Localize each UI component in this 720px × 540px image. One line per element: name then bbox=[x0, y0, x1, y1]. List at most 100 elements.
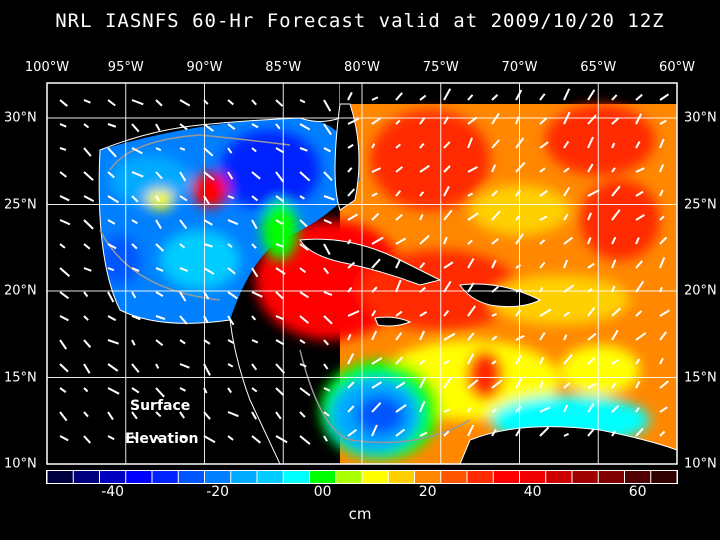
current-arrow bbox=[227, 363, 234, 368]
current-arrow bbox=[59, 147, 67, 151]
current-arrow bbox=[371, 96, 379, 101]
current-arrow bbox=[371, 258, 381, 269]
current-arrow bbox=[131, 363, 140, 373]
current-arrow bbox=[203, 243, 213, 248]
current-arrow bbox=[539, 426, 550, 437]
map-title: NRL IASNFS 60-Hr Forecast valid at 2009/… bbox=[55, 10, 665, 32]
current-arrow bbox=[299, 387, 311, 397]
current-arrow bbox=[659, 406, 669, 413]
current-arrow bbox=[563, 167, 570, 173]
current-arrow bbox=[563, 432, 570, 437]
current-arrow bbox=[251, 147, 257, 153]
current-arrow bbox=[107, 411, 114, 421]
current-arrow bbox=[275, 435, 288, 444]
colorbar bbox=[46, 470, 678, 484]
colorbar-swatch bbox=[310, 471, 336, 483]
current-arrow bbox=[299, 315, 310, 324]
current-arrow bbox=[563, 404, 569, 413]
current-arrow bbox=[203, 363, 211, 376]
current-arrow bbox=[443, 236, 448, 245]
current-arrow bbox=[491, 335, 498, 341]
colorbar-tick-label: 20 bbox=[418, 484, 437, 500]
current-arrow bbox=[395, 119, 401, 125]
current-arrow bbox=[491, 379, 503, 389]
current-arrow bbox=[371, 357, 383, 365]
current-arrow bbox=[299, 411, 306, 418]
current-arrow bbox=[251, 267, 259, 278]
current-arrow bbox=[587, 306, 596, 317]
current-arrow bbox=[491, 360, 497, 365]
current-arrow bbox=[107, 291, 115, 303]
current-arrow bbox=[587, 136, 594, 149]
current-arrow bbox=[83, 435, 91, 444]
current-arrow bbox=[491, 164, 497, 173]
current-arrow bbox=[131, 387, 140, 394]
current-arrow bbox=[323, 123, 332, 136]
current-arrow bbox=[491, 408, 497, 413]
current-arrow bbox=[443, 430, 450, 437]
current-arrow bbox=[491, 428, 497, 437]
current-arrow bbox=[659, 119, 667, 125]
current-arrow bbox=[347, 188, 356, 197]
current-arrow bbox=[131, 195, 139, 203]
colorbar-swatch bbox=[152, 471, 178, 483]
current-arrow bbox=[539, 190, 548, 197]
current-arrow bbox=[299, 99, 306, 104]
lat-label: 10°N bbox=[4, 456, 37, 472]
current-arrow bbox=[563, 236, 574, 245]
current-arrow bbox=[443, 377, 452, 389]
colorbar-swatch bbox=[493, 471, 519, 483]
current-arrow bbox=[107, 219, 116, 225]
current-arrow bbox=[515, 354, 522, 365]
current-arrow bbox=[563, 311, 571, 317]
colorbar-tick-label: -40 bbox=[101, 484, 125, 500]
current-arrow bbox=[323, 243, 331, 255]
current-arrow bbox=[347, 261, 356, 269]
current-arrow bbox=[59, 291, 70, 300]
current-arrow bbox=[323, 195, 335, 201]
colorbar-swatch bbox=[546, 471, 572, 483]
current-arrow bbox=[59, 195, 70, 202]
lat-label: 10°N bbox=[684, 456, 717, 472]
current-arrow bbox=[467, 239, 473, 245]
current-arrow bbox=[299, 195, 305, 200]
lon-label: 75°W bbox=[422, 60, 459, 75]
current-arrow bbox=[347, 353, 355, 365]
current-arrow bbox=[323, 339, 329, 346]
current-arrow bbox=[419, 191, 425, 197]
current-arrow bbox=[563, 382, 571, 389]
current-arrow bbox=[155, 171, 163, 180]
current-arrow bbox=[347, 91, 353, 101]
current-arrow bbox=[203, 411, 211, 420]
current-arrow bbox=[563, 186, 571, 197]
current-arrow bbox=[539, 239, 546, 245]
current-arrow bbox=[275, 171, 285, 183]
lat-label: 25°N bbox=[4, 197, 37, 212]
current-arrow bbox=[611, 94, 618, 101]
current-arrow bbox=[539, 380, 544, 389]
current-arrow bbox=[155, 363, 160, 369]
current-arrow bbox=[275, 123, 281, 130]
current-arrow bbox=[347, 381, 355, 389]
current-arrow bbox=[251, 411, 258, 420]
current-arrow bbox=[155, 195, 161, 202]
map-frame bbox=[46, 82, 678, 465]
current-arrow bbox=[131, 339, 136, 346]
colorbar-swatch bbox=[520, 471, 546, 483]
current-arrow bbox=[251, 315, 257, 321]
current-arrow bbox=[275, 339, 285, 346]
current-arrow bbox=[443, 165, 451, 173]
current-arrow bbox=[371, 424, 378, 437]
current-arrow bbox=[275, 243, 284, 248]
current-arrow bbox=[563, 334, 568, 341]
current-arrow bbox=[59, 435, 69, 442]
current-arrow bbox=[539, 141, 549, 149]
current-arrow bbox=[371, 310, 377, 317]
current-arrow bbox=[179, 339, 186, 345]
current-arrow bbox=[635, 167, 645, 173]
colorbar-swatch bbox=[47, 471, 73, 483]
current-arrow bbox=[419, 164, 430, 173]
current-arrow bbox=[59, 339, 68, 350]
current-arrow bbox=[131, 99, 144, 106]
current-arrow bbox=[155, 99, 163, 107]
